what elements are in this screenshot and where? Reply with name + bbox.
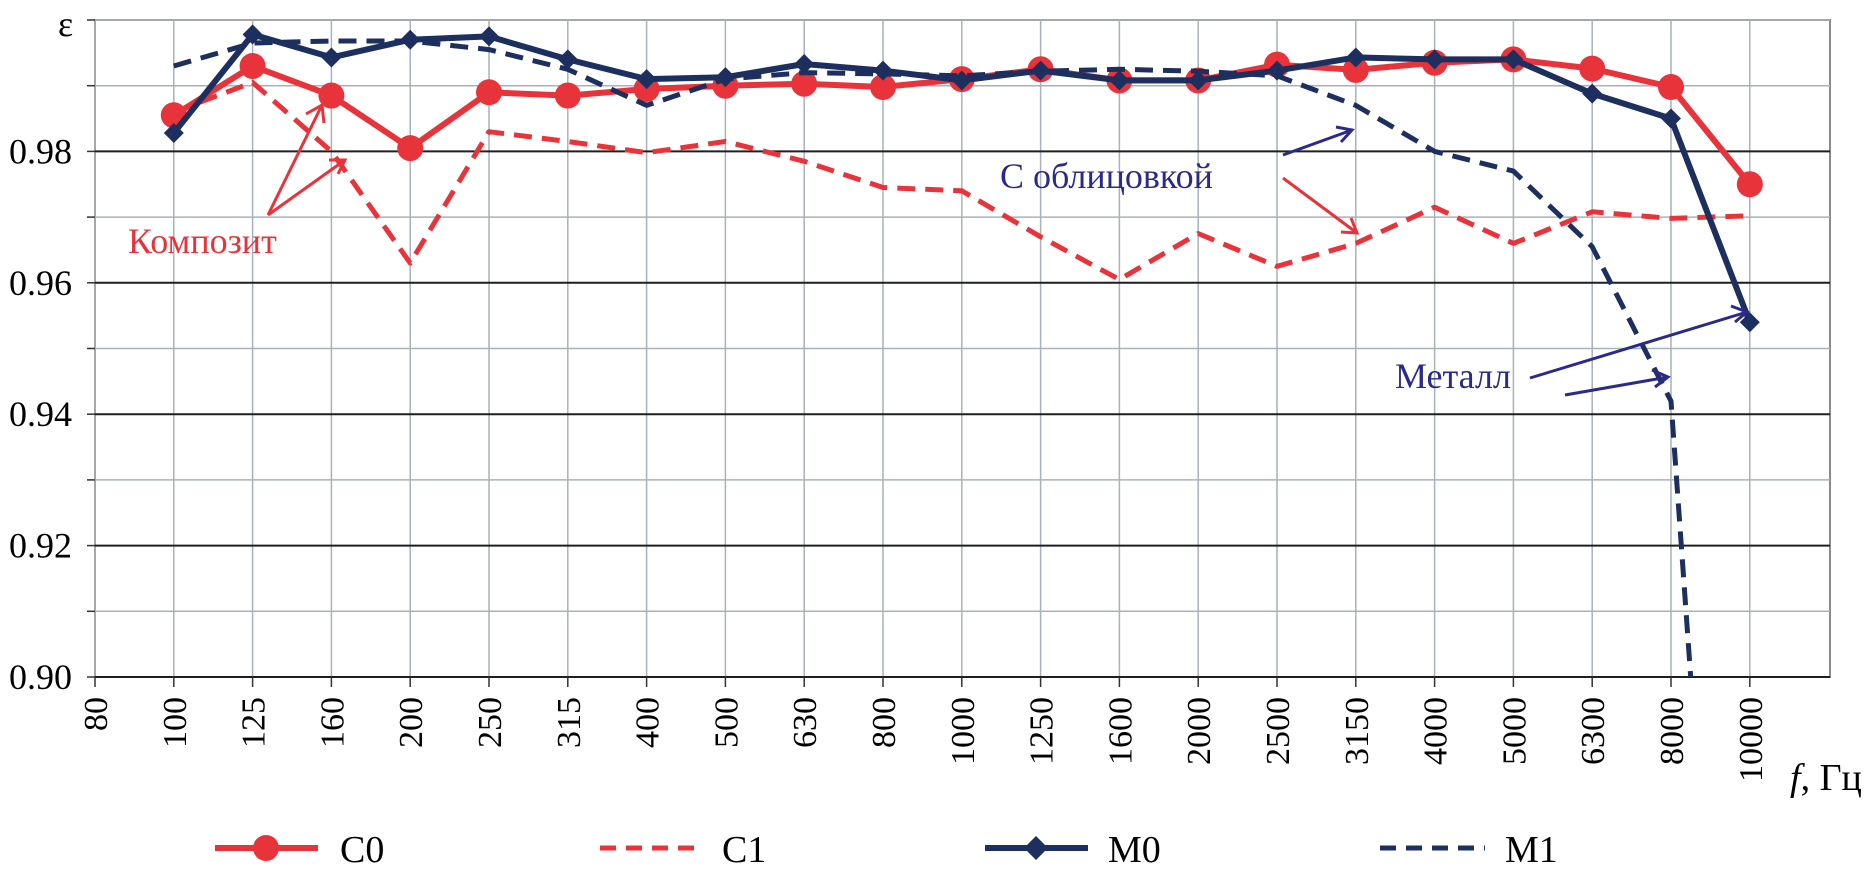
data-point-c0 [791, 70, 818, 97]
data-point-c0 [476, 79, 502, 106]
data-point-c0 [1579, 55, 1606, 82]
x-axis-label: f, Гц [1790, 757, 1862, 799]
data-point-m0 [163, 123, 184, 144]
annotation-metall: Металл [1395, 356, 1511, 396]
y-tick-label: 0.90 [9, 657, 72, 697]
data-point-m0 [479, 26, 499, 47]
x-tick-label: 2500 [1260, 697, 1297, 765]
x-tick-label: 10000 [1733, 697, 1770, 782]
series-layer [160, 24, 1763, 678]
data-point-m0 [1503, 49, 1524, 70]
data-point-m0 [1109, 70, 1130, 91]
arrow-oblitsovka-to-c1 [1282, 176, 1360, 235]
x-tick-label: 125 [236, 697, 273, 748]
x-tick-label: 500 [708, 697, 745, 748]
x-tick-label: 100 [157, 697, 194, 748]
y-tick-label: 0.94 [9, 394, 72, 434]
y-tick-label: 0.98 [9, 131, 72, 171]
arrow-metall-to-m1 [1564, 368, 1671, 397]
data-point-m0 [321, 47, 342, 68]
legend-label-m0: M0 [1108, 829, 1161, 871]
data-point-m0 [794, 54, 815, 75]
arrow-kompozit-to-c1 [267, 158, 348, 217]
data-point-c0 [870, 74, 896, 101]
x-tick-label: 630 [787, 697, 824, 748]
data-point-m0 [1739, 312, 1760, 333]
data-point-m0 [1345, 47, 1366, 68]
data-point-c0 [1342, 56, 1369, 83]
arrow-metall-to-m0 [1529, 304, 1750, 380]
x-tick-label: 1250 [1024, 697, 1061, 765]
y-tick-label: 0.96 [9, 263, 72, 303]
arrow-oblitsovka-to-m1 [1282, 125, 1355, 157]
x-tick-label: 315 [551, 697, 588, 748]
x-tick-label: 200 [393, 697, 430, 748]
data-point-m0 [242, 24, 263, 45]
legend-label-c1: C1 [722, 829, 766, 871]
data-point-c0 [397, 135, 424, 162]
data-point-c0 [1658, 74, 1684, 101]
x-tick-label: 5000 [1496, 697, 1533, 765]
x-tick-label: 1600 [1102, 697, 1139, 765]
x-tick-label: 800 [866, 697, 903, 748]
data-point-m0 [1188, 70, 1209, 91]
data-point-m0 [1661, 108, 1681, 129]
annotation-kompozit: Композит [128, 221, 277, 261]
series-line-c1 [172, 79, 1750, 282]
x-tick-label: 3150 [1339, 697, 1376, 765]
data-point-c0 [239, 52, 266, 79]
legend-item-m0: M0 [985, 829, 1161, 871]
data-point-m0 [636, 69, 657, 90]
legend-label-m1: M1 [1505, 829, 1558, 871]
data-point-m0 [557, 49, 578, 70]
series-line-m1 [173, 38, 1694, 678]
legend-item-m1: M1 [1380, 829, 1558, 871]
x-tick-label: 2000 [1181, 697, 1218, 765]
axis-layer: 0.90 0.92 0.94 0.96 0.98 80 100 125 160 200 250 315… [9, 19, 1770, 782]
legend: C0 C1 M0 M1 [215, 829, 1558, 871]
legend-item-c1: C1 [600, 829, 766, 871]
x-tick-label: 6300 [1575, 697, 1612, 765]
x-tick-label: 4000 [1418, 697, 1455, 765]
x-tick-label: 1000 [945, 697, 982, 765]
x-tick-label: 160 [314, 697, 351, 748]
x-axis-label-unit: , Гц [1801, 757, 1862, 799]
x-tick-label: 250 [472, 697, 509, 748]
x-tick-label: 400 [630, 697, 667, 748]
data-point-c0 [318, 82, 345, 109]
data-point-m0 [1582, 83, 1603, 104]
legend-label-c0: C0 [340, 829, 384, 871]
data-point-c0 [1736, 171, 1763, 198]
y-axis-label: ε [58, 4, 73, 44]
y-tick-label: 0.92 [9, 526, 72, 566]
x-tick-label: 8000 [1654, 697, 1691, 765]
arrow-kompozit-to-c0 [266, 102, 326, 216]
legend-item-c0: C0 [215, 829, 384, 871]
x-tick-label: 80 [78, 697, 115, 731]
data-point-m0 [1424, 49, 1445, 70]
annotation-s-oblitsovkoy: С облицовкой [1000, 156, 1213, 196]
data-point-c0 [554, 82, 581, 109]
grid-layer [94, 19, 1831, 678]
annotation-layer: Композит С облицовкой Металл [128, 102, 1750, 397]
